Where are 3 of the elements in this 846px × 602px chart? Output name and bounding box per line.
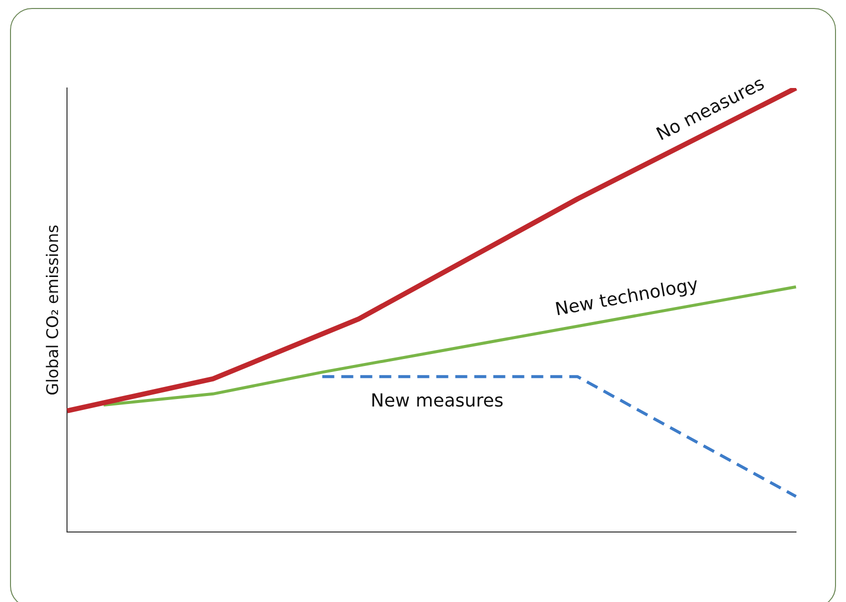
series-label: New measures [370,390,504,412]
text: New technology [554,274,700,320]
y-axis-title: Global CO₂ emissions [42,224,62,396]
